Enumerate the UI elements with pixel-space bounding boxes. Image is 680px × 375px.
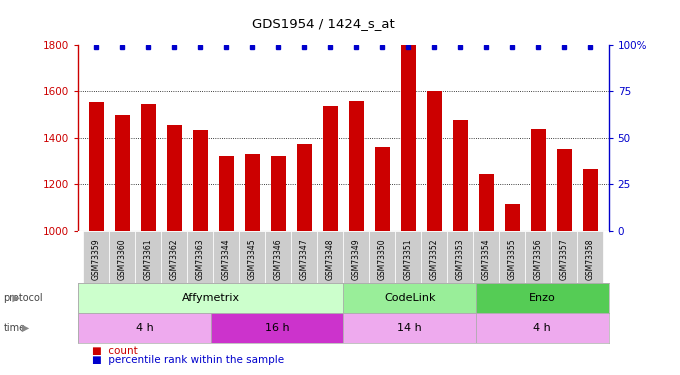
Text: GSM73355: GSM73355	[508, 238, 517, 280]
Text: Affymetrix: Affymetrix	[182, 293, 240, 303]
Bar	[211, 313, 343, 343]
Bar	[239, 231, 265, 283]
Bar	[218, 156, 234, 231]
Bar	[343, 313, 476, 343]
Text: GSM73359: GSM73359	[92, 238, 101, 280]
Bar	[577, 231, 603, 283]
Bar	[192, 130, 208, 231]
Bar	[557, 149, 572, 231]
Bar	[422, 231, 447, 283]
Text: GDS1954 / 1424_s_at: GDS1954 / 1424_s_at	[252, 17, 394, 30]
Bar	[369, 231, 395, 283]
Bar	[109, 231, 135, 283]
Bar	[188, 231, 214, 283]
Text: GSM73353: GSM73353	[456, 238, 465, 280]
Text: ■  count: ■ count	[92, 346, 137, 356]
Bar	[161, 231, 188, 283]
Text: GSM73350: GSM73350	[378, 238, 387, 280]
Text: GSM73349: GSM73349	[352, 238, 361, 280]
Bar	[271, 156, 286, 231]
Bar	[375, 147, 390, 231]
Text: GSM73357: GSM73357	[560, 238, 569, 280]
Bar	[476, 313, 609, 343]
Bar	[245, 154, 260, 231]
Text: Enzo: Enzo	[529, 293, 556, 303]
Text: 16 h: 16 h	[265, 323, 290, 333]
Bar	[401, 45, 416, 231]
Bar	[84, 231, 109, 283]
Bar	[115, 115, 130, 231]
Text: GSM73351: GSM73351	[404, 238, 413, 280]
Text: GSM73345: GSM73345	[248, 238, 257, 280]
Text: GSM73346: GSM73346	[274, 238, 283, 280]
Bar	[343, 231, 369, 283]
Bar	[214, 231, 239, 283]
Text: GSM73358: GSM73358	[586, 238, 595, 280]
Bar	[395, 231, 422, 283]
Bar	[505, 204, 520, 231]
Bar	[447, 231, 473, 283]
Bar	[583, 169, 598, 231]
Bar	[499, 231, 526, 283]
Bar	[88, 102, 104, 231]
Text: GSM73360: GSM73360	[118, 238, 127, 280]
Text: protocol: protocol	[3, 293, 43, 303]
Text: CodeLink: CodeLink	[384, 293, 435, 303]
Bar	[322, 106, 338, 231]
Text: GSM73361: GSM73361	[144, 238, 153, 280]
Text: ▶: ▶	[3, 323, 30, 333]
Bar	[453, 120, 469, 231]
Bar	[292, 231, 318, 283]
Text: 4 h: 4 h	[135, 323, 154, 333]
Bar	[265, 231, 292, 283]
Text: ▶: ▶	[3, 293, 20, 303]
Text: GSM73347: GSM73347	[300, 238, 309, 280]
Text: ■  percentile rank within the sample: ■ percentile rank within the sample	[92, 355, 284, 365]
Bar	[479, 174, 494, 231]
Bar	[141, 104, 156, 231]
Bar	[349, 101, 364, 231]
Bar	[296, 144, 312, 231]
Bar	[426, 92, 442, 231]
Bar	[78, 283, 343, 313]
Bar	[167, 125, 182, 231]
Bar	[135, 231, 161, 283]
Text: time: time	[3, 323, 26, 333]
Text: 14 h: 14 h	[397, 323, 422, 333]
Text: GSM73348: GSM73348	[326, 238, 335, 280]
Bar	[476, 283, 609, 313]
Bar	[530, 129, 546, 231]
Text: 4 h: 4 h	[533, 323, 551, 333]
Text: GSM73356: GSM73356	[534, 238, 543, 280]
Text: GSM73352: GSM73352	[430, 238, 439, 280]
Text: GSM73344: GSM73344	[222, 238, 231, 280]
Bar	[551, 231, 577, 283]
Bar	[318, 231, 343, 283]
Text: GSM73363: GSM73363	[196, 238, 205, 280]
Bar	[343, 283, 476, 313]
Text: GSM73362: GSM73362	[170, 238, 179, 280]
Bar	[526, 231, 551, 283]
Bar	[473, 231, 499, 283]
Bar	[78, 313, 211, 343]
Text: GSM73354: GSM73354	[482, 238, 491, 280]
